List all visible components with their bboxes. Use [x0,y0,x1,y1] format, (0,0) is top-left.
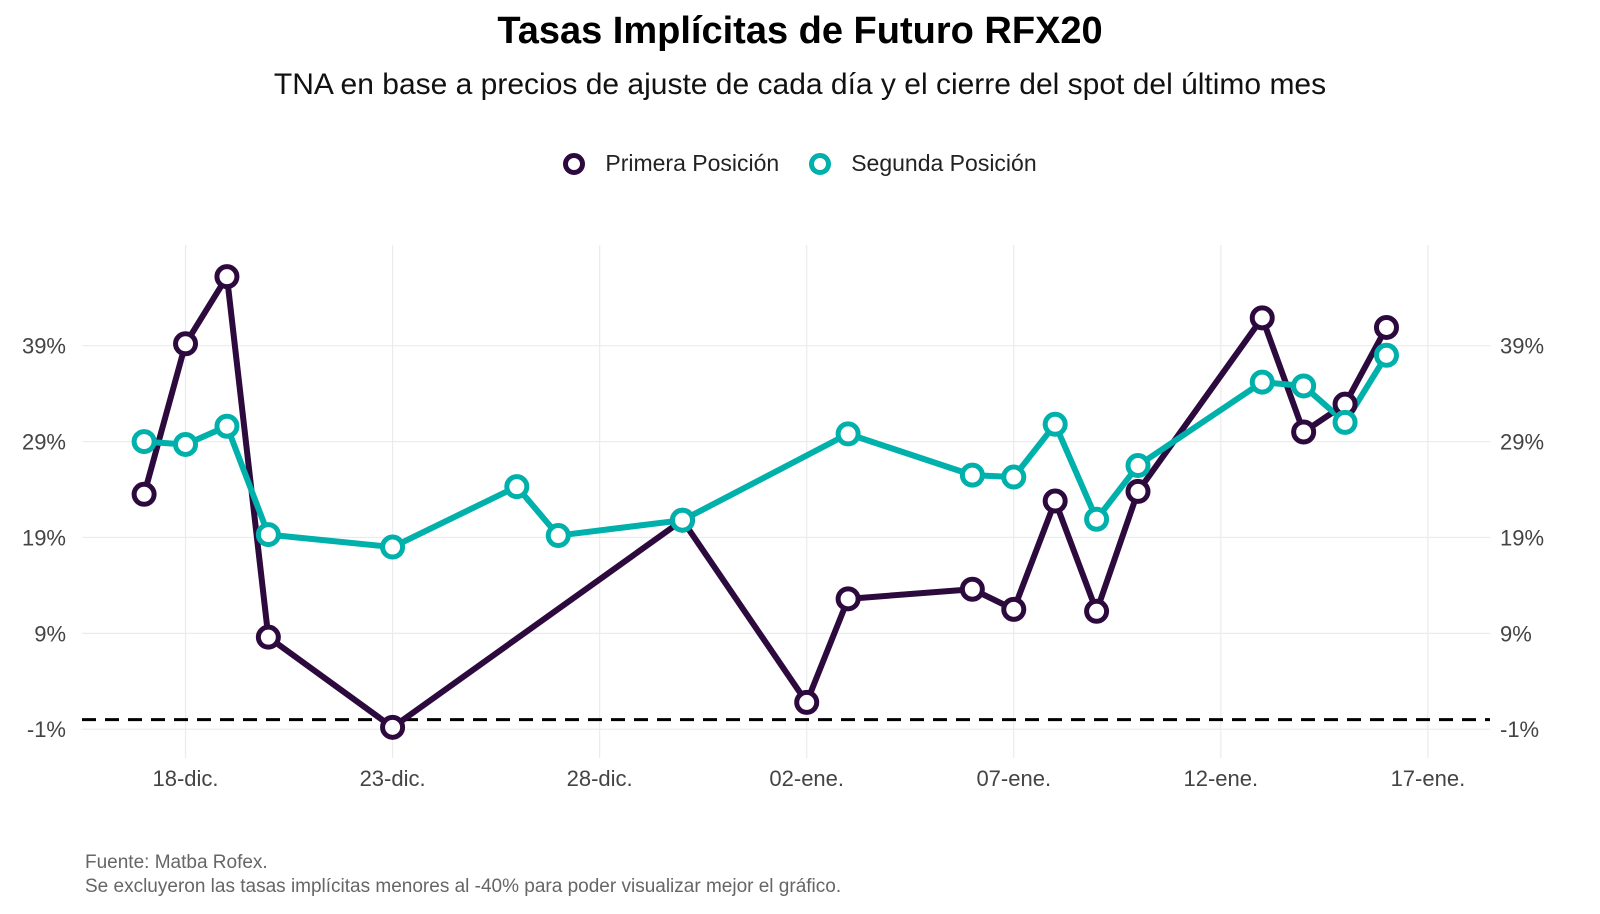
data-point-segunda [1249,369,1275,395]
data-point-segunda [545,523,571,549]
data-point-segunda [1042,411,1068,437]
legend-label-segunda: Segunda Posición [851,150,1037,176]
data-point-segunda [1291,373,1317,399]
legend-item-primera: Primera Posición [563,150,779,177]
data-point-segunda [214,413,240,439]
data-point-primera [1084,598,1110,624]
data-point-primera [835,586,861,612]
x-tick-label: 17-ene. [1391,766,1466,791]
y-tick-label-right: -1% [1500,717,1539,742]
data-point-segunda [1084,506,1110,532]
legend-key-segunda [809,152,832,175]
data-point-primera [1125,478,1151,504]
x-tick-label: 12-ene. [1184,766,1259,791]
data-point-segunda [1125,453,1151,479]
legend-item-segunda: Segunda Posición [809,150,1037,177]
series-line-primera [141,273,1390,731]
data-point-primera [173,331,199,357]
data-point-segunda [1332,409,1358,435]
y-tick-label-right: 39% [1500,334,1544,359]
axis-layer: 18-dic. 23-dic. 28-dic. 02-ene. 07-ene. 12-en… [22,334,1544,791]
x-tick-label: 23-dic. [360,766,426,791]
chart-title: Tasas Implícitas de Futuro RFX20 [497,10,1103,52]
y-tick-label-left: 29% [22,430,66,455]
x-tick-label: 18-dic. [153,766,219,791]
series-layer [131,264,1399,740]
data-point-primera [1291,419,1317,445]
data-point-primera [214,264,240,290]
data-point-primera [1373,314,1399,340]
y-tick-label-left: 39% [22,334,66,359]
data-point-segunda [131,429,157,455]
data-point-primera [380,714,406,740]
data-point-primera [1249,305,1275,331]
legend: Primera Posición Segunda Posición [0,150,1600,177]
y-tick-label-right: 29% [1500,430,1544,455]
exclusion-note: Se excluyeron las tasas implícitas menor… [85,876,842,897]
data-point-primera [794,689,820,715]
data-point-segunda [380,534,406,560]
data-point-primera [131,481,157,507]
series-line-segunda [141,352,1390,551]
x-tick-label: 28-dic. [567,766,633,791]
data-point-segunda [959,462,985,488]
legend-label-primera: Primera Posición [605,150,780,176]
data-point-segunda [1001,464,1027,490]
x-tick-label: 02-ene. [769,766,844,791]
data-point-segunda [835,421,861,447]
data-point-primera [1001,596,1027,622]
x-tick-label: 07-ene. [976,766,1051,791]
data-point-segunda [669,507,695,533]
data-point-segunda [1373,342,1399,368]
y-tick-label-left: 19% [22,525,66,550]
y-tick-label-left: 9% [34,621,66,646]
y-tick-label-left: -1% [27,717,66,742]
y-tick-label-right: 9% [1500,621,1532,646]
data-point-primera [255,624,281,650]
source-note: Fuente: Matba Rofex. [85,852,268,873]
data-point-segunda [504,474,530,500]
data-point-segunda [173,431,199,457]
grid-layer [82,245,1490,758]
data-point-primera [959,576,985,602]
data-point-segunda [255,522,281,548]
y-tick-label-right: 19% [1500,525,1544,550]
data-point-primera [1042,488,1068,514]
legend-key-primera [563,152,586,175]
chart-subtitle: TNA en base a precios de ajuste de cada … [273,68,1327,101]
